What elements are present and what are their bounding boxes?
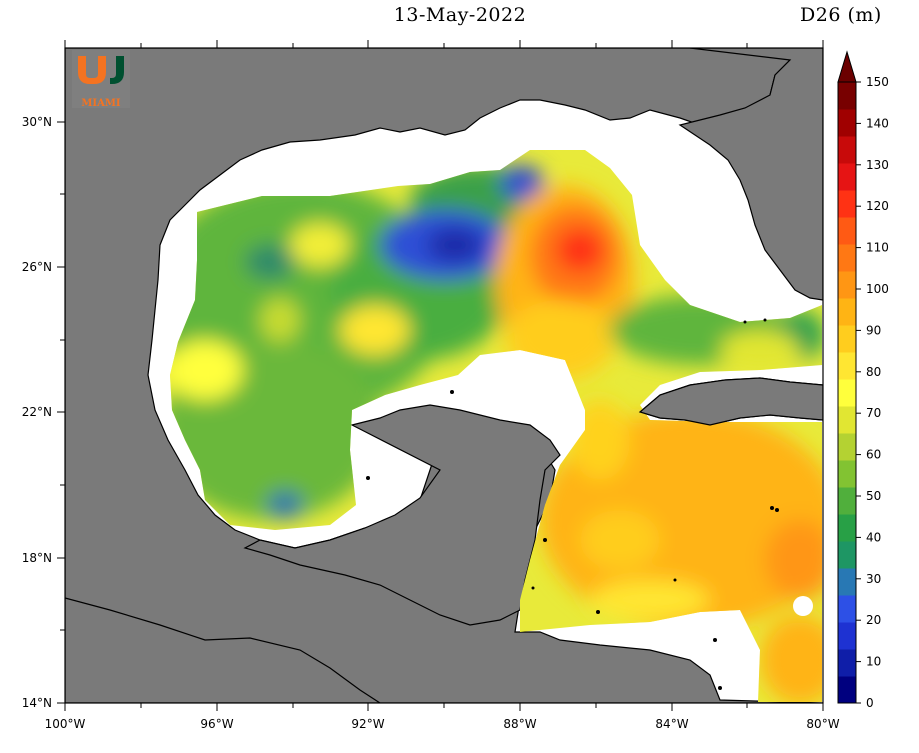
lon-label-92w: 92°W (351, 717, 384, 731)
logo-text: MIAMI (81, 98, 121, 109)
lat-label-30n: 30°N (22, 115, 52, 129)
lon-label-84w: 84°W (655, 717, 688, 731)
colorbar-segment (838, 217, 856, 245)
date-title: 13-May-2022 (393, 4, 527, 26)
colorbar-segment (838, 190, 856, 218)
colorbar-segment (838, 298, 856, 326)
land-florida (678, 48, 823, 301)
colorbar-segment (838, 271, 856, 299)
colorbar-label: 10 (866, 655, 881, 669)
colorbar-label: 70 (866, 406, 881, 420)
colorbar-segment (838, 541, 856, 569)
colorbar-segment (838, 649, 856, 677)
colorbar-segment (838, 460, 856, 488)
colorbar-label: 150 (866, 75, 889, 89)
colorbar-label: 60 (866, 448, 881, 462)
miami-logo: MIAMI (72, 50, 130, 109)
islands (366, 318, 779, 690)
colorbar-segment (838, 676, 856, 704)
land-cuba-top (638, 377, 823, 426)
colorbar-label: 140 (866, 116, 889, 130)
lat-label-18n: 18°N (22, 551, 52, 565)
lon-label-100w: 100°W (45, 717, 86, 731)
colorbar-label: 80 (866, 365, 881, 379)
colorbar-segment (838, 568, 856, 596)
colorbar-label: 40 (866, 530, 881, 544)
colorbar-segment (838, 109, 856, 137)
colorbar-segment (838, 595, 856, 623)
colorbar-label: 130 (866, 158, 889, 172)
colorbar-segment (838, 406, 856, 434)
variable-label: D26 (m) (800, 4, 882, 26)
colorbar-label: 100 (866, 282, 889, 296)
colorbar-segment (838, 622, 856, 650)
land-yucatan (243, 404, 561, 626)
colorbar-label: 0 (866, 696, 874, 710)
colorbar-segment (838, 379, 856, 407)
lat-label-14n: 14°N (22, 696, 52, 710)
land-central-america (65, 597, 382, 703)
lat-label-22n: 22°N (22, 405, 52, 419)
colorbar-segment (838, 136, 856, 164)
lon-label-88w: 88°W (503, 717, 536, 731)
colorbar-label: 120 (866, 199, 889, 213)
colorbar-frame (837, 81, 857, 704)
colorbar-segment (838, 487, 856, 515)
colorbar-segment (838, 82, 856, 110)
colorbar-label: 90 (866, 323, 881, 337)
lon-label-80w: 80°W (806, 717, 839, 731)
lat-label-26n: 26°N (22, 260, 52, 274)
colorbar-label: 50 (866, 489, 881, 503)
colorbar-label: 20 (866, 613, 881, 627)
colorbar-segment (838, 352, 856, 380)
colorbar-segment (838, 514, 856, 542)
colorbar-segment (838, 433, 856, 461)
colorbar-segment (838, 244, 856, 272)
colorbar-label: 110 (866, 241, 889, 255)
colorbar-segment (838, 163, 856, 191)
lon-label-96w: 96°W (200, 717, 233, 731)
colorbar-segment (838, 325, 856, 353)
colorbar-label: 30 (866, 572, 881, 586)
colorbar-arrow (837, 50, 857, 83)
